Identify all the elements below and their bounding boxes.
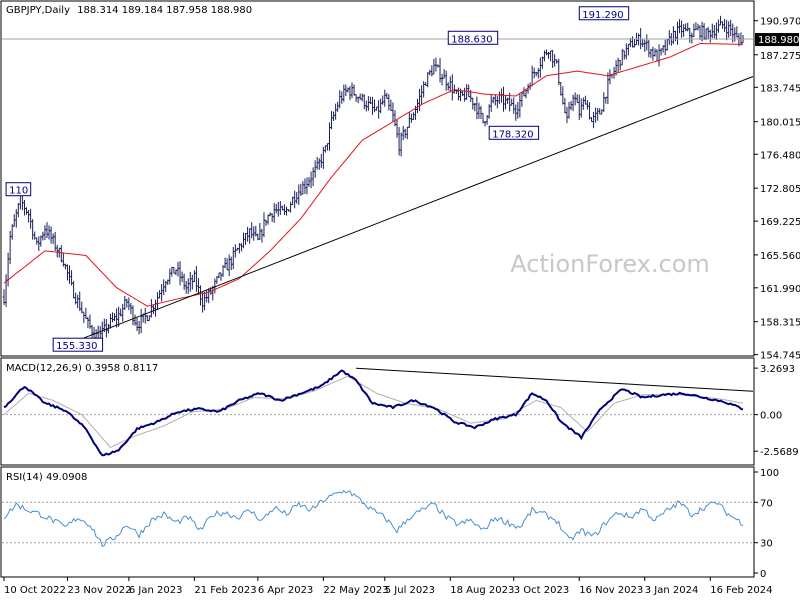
price-annotation: 188.630 — [447, 30, 499, 45]
svg-text:188.630: 188.630 — [451, 34, 492, 45]
x-tick-label: 16 Feb 2024 — [710, 585, 772, 596]
price-tick-label: 180.015 — [760, 118, 800, 129]
price-tick-label: 183.745 — [760, 83, 800, 94]
price-annotation: 191.290 — [578, 6, 630, 21]
price-tick-label: 161.990 — [760, 284, 800, 295]
x-tick-label: 3 Oct 2023 — [514, 585, 569, 596]
price-annotation: 178.320 — [488, 125, 540, 140]
chart-header: GBPJPY,Daily 188.314 189.184 187.958 188… — [6, 5, 252, 16]
macd-y-axis: 3.2693 0.00 -2.5689 — [754, 364, 799, 458]
x-tick-label: 6 Jan 2023 — [129, 585, 183, 596]
x-tick-label: 3 Jan 2024 — [645, 585, 699, 596]
moving-average-line — [3, 43, 743, 307]
price-annotations: 110 155.330 188.630 178.320 191.290 — [5, 6, 630, 352]
current-price-label: 188.980 — [758, 35, 799, 46]
rsi-y-axis: 100 70 30 0 — [754, 468, 779, 580]
price-tick-label: 165.560 — [760, 251, 800, 262]
price-tick-label: 176.480 — [760, 150, 800, 161]
rsi-label: RSI(14) 49.0908 — [6, 472, 87, 483]
rsi-tick-label: 70 — [760, 498, 773, 509]
price-tick-label: 190.970 — [760, 17, 800, 28]
macd-panel-frame — [0, 357, 755, 466]
x-tick-label: 5 Jul 2023 — [385, 585, 435, 596]
macd-layer — [2, 367, 754, 457]
x-tick-label: 21 Feb 2023 — [194, 585, 256, 596]
macd-line — [3, 369, 744, 457]
svg-text:178.320: 178.320 — [492, 129, 533, 140]
price-tick-label: 187.275 — [760, 51, 800, 62]
macd-tick-label: 3.2693 — [760, 364, 795, 375]
support-trendline — [54, 76, 754, 350]
price-tick-label: 172.805 — [760, 184, 800, 195]
rsi-layer — [2, 489, 753, 548]
symbol-timeframe: GBPJPY,Daily — [6, 5, 70, 16]
x-tick-label: 18 Aug 2023 — [450, 585, 514, 596]
current-price-marker: 188.980 — [755, 33, 799, 47]
rsi-line — [3, 489, 744, 548]
macd-trendline — [356, 367, 754, 392]
rsi-tick-label: 30 — [760, 539, 773, 550]
x-tick-label: 16 Nov 2023 — [579, 585, 643, 596]
price-tick-label: 154.745 — [760, 351, 800, 362]
x-tick-label: 22 May 2023 — [323, 585, 388, 596]
price-y-axis: 190.970 187.275 183.745 180.015 176.480 172.8… — [754, 17, 800, 362]
price-tick-label: 169.225 — [760, 217, 800, 228]
rsi-panel-frame — [0, 466, 755, 578]
x-tick-label: 23 Nov 2022 — [67, 585, 131, 596]
x-tick-label: 10 Oct 2022 — [4, 585, 66, 596]
macd-label: MACD(12,26,9) 0.3958 0.8117 — [6, 363, 158, 374]
price-tick-label: 158.315 — [760, 318, 800, 329]
price-annotation: 110 — [5, 182, 32, 197]
rsi-tick-label: 0 — [760, 569, 766, 580]
ohlc-values: 188.314 189.184 187.958 188.980 — [77, 5, 252, 16]
price-panel-frame — [0, 0, 755, 357]
svg-text:191.290: 191.290 — [582, 10, 623, 21]
price-annotation: 155.330 — [52, 337, 104, 352]
x-tick-label: 6 Apr 2023 — [258, 585, 313, 596]
macd-tick-label: 0.00 — [760, 411, 782, 422]
svg-text:110: 110 — [9, 186, 28, 197]
macd-tick-label: -2.5689 — [760, 447, 799, 458]
watermark: ActionForex.com — [510, 250, 710, 278]
rsi-tick-label: 100 — [760, 468, 779, 479]
svg-text:155.330: 155.330 — [56, 341, 97, 352]
